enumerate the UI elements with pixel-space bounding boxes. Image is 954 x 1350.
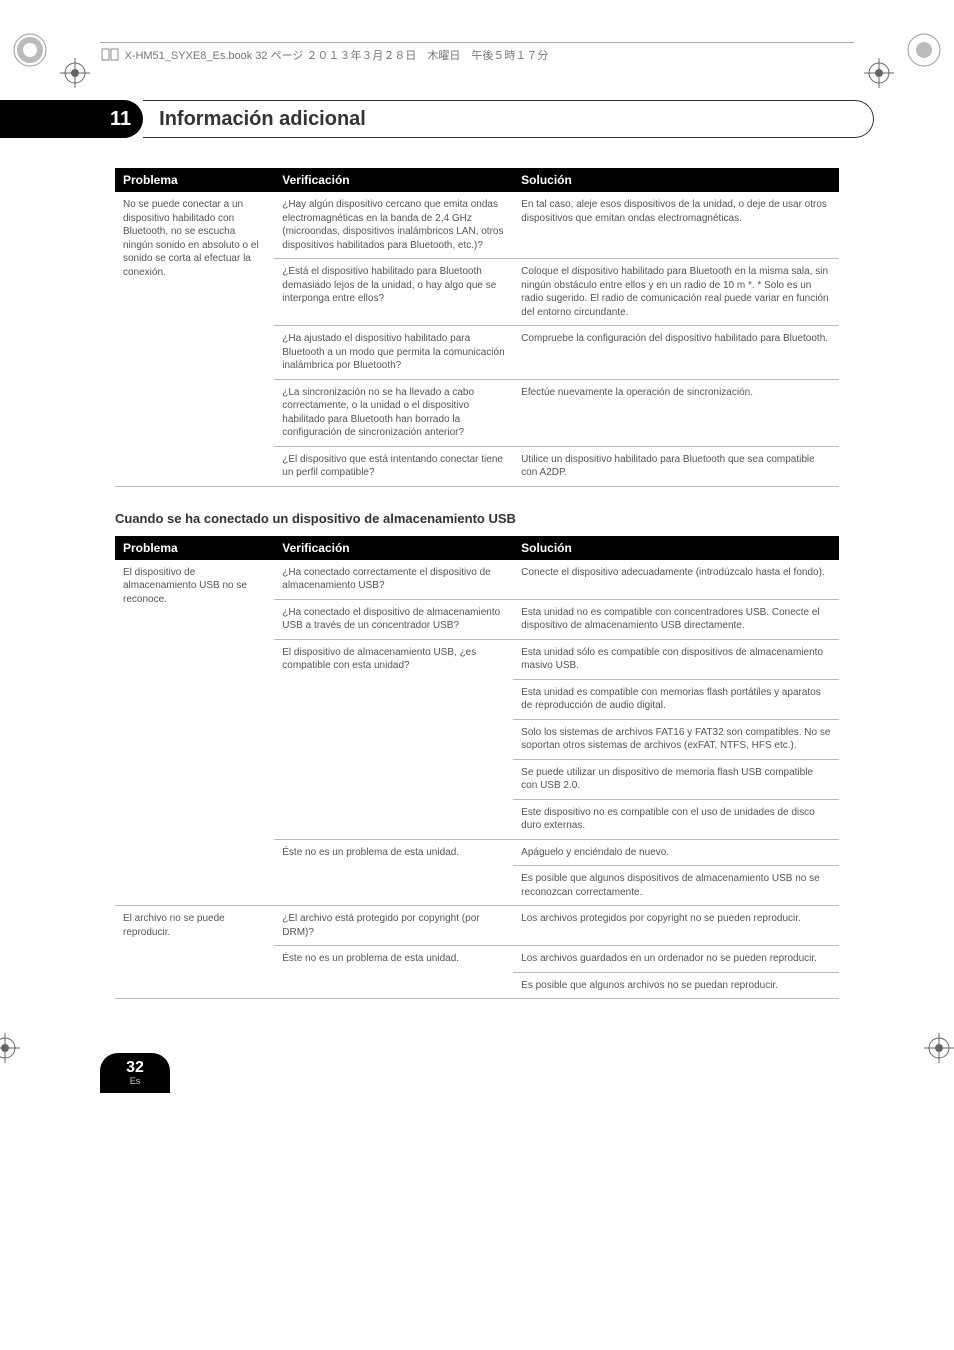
cell-sol: Compruebe la configuración del dispositi… xyxy=(513,326,839,380)
cell-sol: Este dispositivo no es compatible con el… xyxy=(513,799,839,839)
cell-sol: Esta unidad es compatible con memorias f… xyxy=(513,679,839,719)
chapter-title: Información adicional xyxy=(159,108,366,131)
th-problema: Problema xyxy=(115,536,274,560)
top-line-text: X-HM51_SYXE8_Es.book 32 ページ ２０１３年３月２８日 木… xyxy=(124,50,548,62)
cell-ver: ¿El archivo está protegido por copyright… xyxy=(274,906,513,946)
cell-sol: Los archivos protegidos por copyright no… xyxy=(513,906,839,946)
chapter-header: 11 Información adicional xyxy=(0,100,874,138)
page-number: 32 xyxy=(126,1060,144,1076)
registration-mark-br xyxy=(924,1033,954,1063)
cell-ver: Éste no es un problema de esta unidad. xyxy=(274,946,513,999)
th-solucion: Solución xyxy=(513,168,839,192)
cell-sol: Utilice un dispositivo habilitado para B… xyxy=(513,446,839,486)
cell-sol: Esta unidad sólo es compatible con dispo… xyxy=(513,639,839,679)
registration-mark-tr xyxy=(864,58,894,88)
cell-sol: Conecte el dispositivo adecuadamente (in… xyxy=(513,560,839,600)
cell-ver: ¿Hay algún dispositivo cercano que emita… xyxy=(274,192,513,259)
cell-ver: Éste no es un problema de esta unidad. xyxy=(274,839,513,906)
chapter-number: 11 xyxy=(110,108,131,131)
cell-problema: El dispositivo de almacenamiento USB no … xyxy=(115,560,274,906)
table-row: El archivo no se puede reproducir. ¿El a… xyxy=(115,906,839,946)
corner-ornament-tr xyxy=(904,30,944,70)
troubleshooting-table-2: Problema Verificación Solución El dispos… xyxy=(115,536,839,1000)
troubleshooting-table-1: Problema Verificación Solución No se pue… xyxy=(115,168,839,487)
corner-ornament-tl xyxy=(10,30,50,70)
book-icon xyxy=(100,47,120,63)
cell-sol: Se puede utilizar un dispositivo de memo… xyxy=(513,759,839,799)
page-lang: Es xyxy=(130,1076,141,1086)
th-verificacion: Verificación xyxy=(274,536,513,560)
table-row: El dispositivo de almacenamiento USB no … xyxy=(115,560,839,600)
cell-problema: No se puede conectar a un dispositivo ha… xyxy=(115,192,274,486)
cell-sol: En tal caso, aleje esos dispositivos de … xyxy=(513,192,839,259)
cell-sol: Apáguelo y enciéndalo de nuevo. xyxy=(513,839,839,866)
cell-ver: ¿Ha ajustado el dispositivo habilitado p… xyxy=(274,326,513,380)
cell-sol: Solo los sistemas de archivos FAT16 y FA… xyxy=(513,719,839,759)
cell-sol: Coloque el dispositivo habilitado para B… xyxy=(513,259,839,326)
th-verificacion: Verificación xyxy=(274,168,513,192)
section-title-usb: Cuando se ha conectado un dispositivo de… xyxy=(115,511,839,526)
cell-ver: ¿El dispositivo que está intentando cone… xyxy=(274,446,513,486)
cell-sol: Es posible que algunos dispositivos de a… xyxy=(513,866,839,906)
table-row: No se puede conectar a un dispositivo ha… xyxy=(115,192,839,259)
th-solucion: Solución xyxy=(513,536,839,560)
cell-sol: Esta unidad no es compatible con concent… xyxy=(513,599,839,639)
cell-ver: ¿Ha conectado correctamente el dispositi… xyxy=(274,560,513,600)
page-number-badge: 32 Es xyxy=(100,1053,170,1093)
cell-sol: Es posible que algunos archivos no se pu… xyxy=(513,972,839,999)
cell-sol: Los archivos guardados en un ordenador n… xyxy=(513,946,839,973)
th-problema: Problema xyxy=(115,168,274,192)
cell-sol: Efectúe nuevamente la operación de sincr… xyxy=(513,379,839,446)
cell-ver: ¿La sincronización no se ha llevado a ca… xyxy=(274,379,513,446)
cell-ver: ¿Ha conectado el dispositivo de almacena… xyxy=(274,599,513,639)
registration-mark-tl xyxy=(60,58,90,88)
registration-mark-bl xyxy=(0,1033,20,1063)
cell-ver: El dispositivo de almacenamiento USB, ¿e… xyxy=(274,639,513,839)
cell-problema: El archivo no se puede reproducir. xyxy=(115,906,274,999)
cell-ver: ¿Está el dispositivo habilitado para Blu… xyxy=(274,259,513,326)
